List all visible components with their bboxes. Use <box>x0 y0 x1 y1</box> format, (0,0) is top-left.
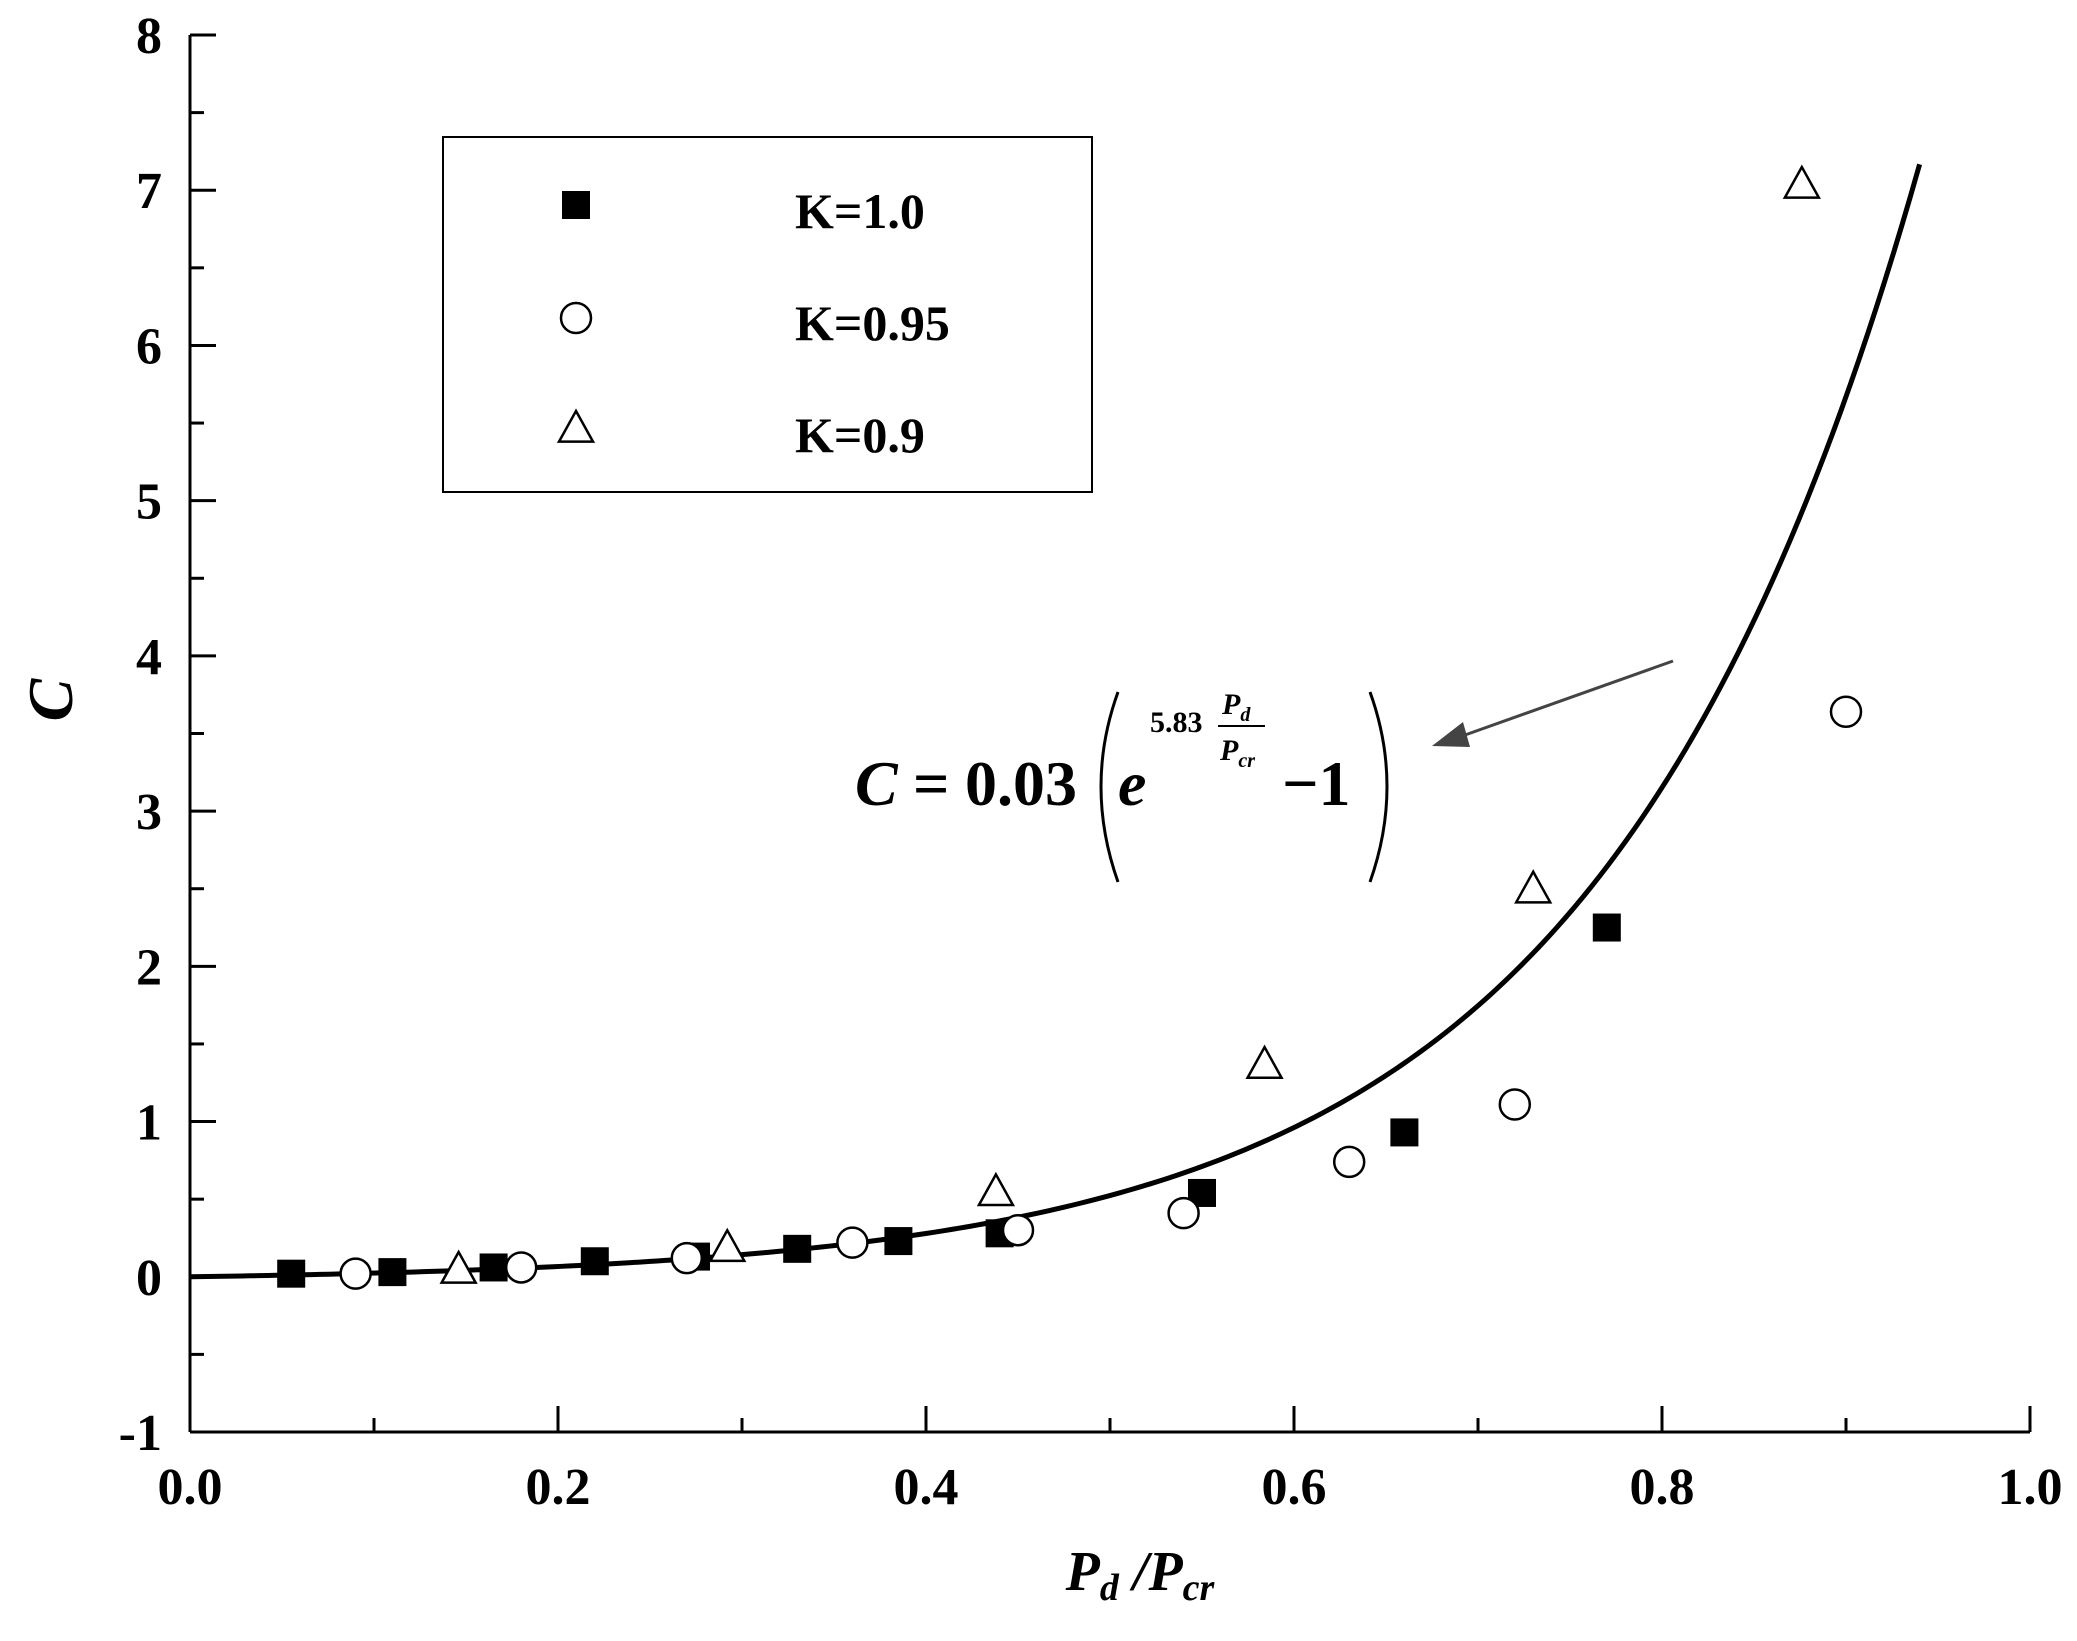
x-tick-label: 0.2 <box>526 1459 591 1516</box>
data-point-open-triangle <box>1782 164 1821 199</box>
x-tick-label: 0.0 <box>158 1459 223 1516</box>
equation-annotation: C = 0.03 e 5.83 Pd Pcr −1 <box>855 688 1389 883</box>
legend-box <box>442 136 1093 493</box>
ticks <box>188 33 2032 1434</box>
x-tick-label: 1.0 <box>1998 1459 2063 1516</box>
x-tick-label: 0.4 <box>894 1459 959 1516</box>
data-point-open-triangle <box>708 1227 747 1263</box>
data-point-open-circle <box>1829 695 1863 729</box>
arrow-shaft <box>1464 659 1674 737</box>
data-point-open-circle <box>1498 1088 1532 1121</box>
data-point-filled-square <box>580 1247 609 1276</box>
data-point-open-triangle <box>1245 1044 1284 1079</box>
tick-labels: -1 0 1 2 3 4 5 6 7 8 0.0 0.2 0.4 0.6 0.8 1.0 <box>119 8 2063 1516</box>
data-point-filled-square <box>1592 913 1621 942</box>
data-point-filled-square <box>378 1258 407 1287</box>
y-tick-label: 7 <box>136 163 162 220</box>
data-point-filled-square <box>783 1234 812 1263</box>
x-axis-label: Pd /Pcr <box>1065 1541 1216 1609</box>
data-point-open-triangle <box>439 1249 478 1284</box>
legend-markers <box>556 191 596 443</box>
annotation-arrow <box>1432 659 1674 747</box>
data-point-open-circle <box>339 1257 372 1290</box>
data-point-open-circle <box>836 1226 869 1259</box>
fit-curve <box>189 163 1923 1280</box>
data-point-open-circle <box>1332 1145 1366 1179</box>
legend-marker-filled-square <box>562 191 590 219</box>
y-tick-label: 2 <box>136 939 162 996</box>
equation-equals: = <box>913 748 949 819</box>
fit-curve-group <box>189 163 1923 1280</box>
equation-e: e <box>1118 748 1146 819</box>
equation-left-paren <box>1099 691 1120 883</box>
data-point-filled-square <box>277 1259 306 1288</box>
y-tick-label: 0 <box>136 1250 162 1307</box>
legend-label-k09: K=0.9 <box>795 407 925 463</box>
equation-minus-one: −1 <box>1282 748 1350 819</box>
legend-marker-open-triangle <box>556 408 596 443</box>
data-point-open-circle <box>1001 1213 1035 1247</box>
y-tick-label: 1 <box>136 1095 162 1152</box>
data-point-open-triangle <box>976 1171 1016 1207</box>
data-point-open-circle <box>1167 1196 1200 1230</box>
y-tick-label: 4 <box>136 629 162 686</box>
equation-right-paren <box>1368 691 1389 883</box>
legend-label-k1: K=1.0 <box>795 183 925 239</box>
x-tick-label: 0.8 <box>1630 1459 1695 1516</box>
equation-coef: 0.03 <box>965 748 1077 819</box>
y-tick-label: 6 <box>136 318 162 375</box>
x-tick-label: 0.6 <box>1262 1459 1327 1516</box>
data-point-open-circle <box>670 1241 704 1275</box>
legend-marker-open-circle <box>559 301 593 335</box>
equation-frac-top: Pd <box>1221 688 1251 726</box>
equation-lhs: C <box>855 748 899 819</box>
y-tick-label: 3 <box>136 784 162 841</box>
data-point-open-circle <box>504 1251 538 1284</box>
legend-label-k095: K=0.95 <box>795 295 950 351</box>
y-tick-label: 8 <box>136 8 162 65</box>
y-axis-label: C <box>15 677 86 721</box>
y-tick-label: 5 <box>136 474 162 531</box>
data-point-filled-square <box>1390 1118 1419 1147</box>
data-points <box>277 164 1863 1290</box>
legend: K=1.0 K=0.95 K=0.9 <box>442 136 1093 493</box>
y-tick-label: -1 <box>119 1405 162 1462</box>
equation-frac-bottom: Pcr <box>1219 734 1255 772</box>
equation-exp-coef: 5.83 <box>1150 706 1203 739</box>
data-point-filled-square <box>479 1253 508 1282</box>
data-point-filled-square <box>884 1227 913 1256</box>
data-point-open-triangle <box>1514 869 1553 904</box>
arrow-head <box>1432 722 1470 747</box>
